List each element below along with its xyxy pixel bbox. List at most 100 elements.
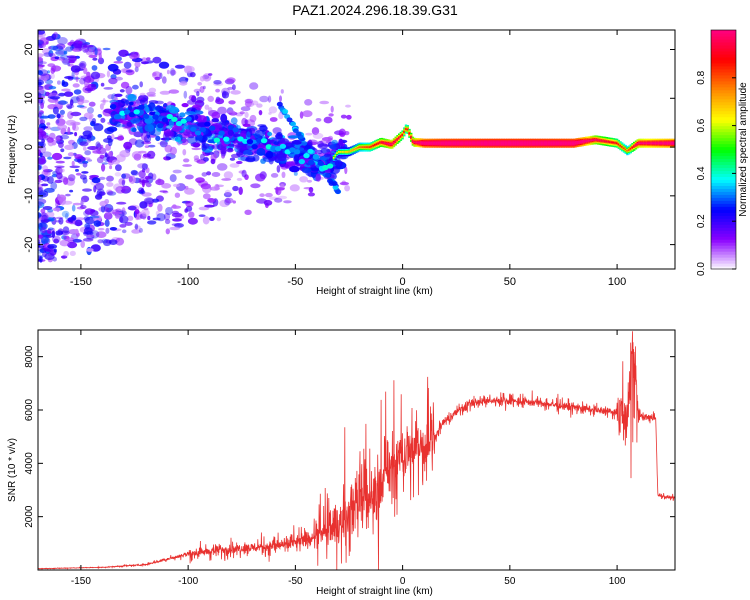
noise-blob xyxy=(121,207,126,216)
cloud-blob xyxy=(236,152,243,156)
noise-blob xyxy=(259,193,265,198)
ridge-segment xyxy=(456,142,459,145)
noise-blob xyxy=(169,68,176,77)
colorbar-step xyxy=(711,47,736,52)
noise-blob xyxy=(114,172,122,177)
noise-blob xyxy=(232,200,236,204)
colorbar-step xyxy=(711,227,736,231)
noise-blob xyxy=(283,200,292,204)
noise-blob xyxy=(70,65,81,73)
ridge-segment xyxy=(518,142,521,145)
noise-blob xyxy=(147,220,157,225)
ridge-segment xyxy=(461,142,464,145)
noise-blob xyxy=(170,205,182,209)
cloud-blob xyxy=(162,103,168,108)
ridge-segment xyxy=(470,142,473,145)
ridge-bead xyxy=(209,125,216,131)
noise-blob xyxy=(188,94,195,101)
x-tick-label: 0 xyxy=(400,576,406,587)
cloud-blob xyxy=(140,131,148,141)
noise-blob xyxy=(82,238,94,242)
noise-blob xyxy=(100,82,105,87)
ridge-segment xyxy=(650,142,653,145)
ridge-segment xyxy=(552,142,555,145)
noise-blob xyxy=(277,195,288,200)
noise-blob xyxy=(133,131,144,138)
x-tick-label: 50 xyxy=(504,276,516,288)
noise-blob xyxy=(330,105,334,113)
ridge-segment xyxy=(545,142,548,145)
noise-blob xyxy=(63,250,69,257)
noise-blob xyxy=(71,160,75,167)
noise-blob xyxy=(69,99,74,106)
ridge-segment xyxy=(643,142,646,145)
ridge-segment xyxy=(627,149,631,151)
noise-blob xyxy=(161,183,172,189)
colorbar-step xyxy=(711,266,736,270)
noise-blob xyxy=(228,100,236,105)
ridge-segment xyxy=(485,142,488,145)
ridge-segment xyxy=(617,143,620,146)
ridge-segment xyxy=(471,142,475,145)
ridge-segment xyxy=(396,138,399,141)
noise-blob xyxy=(95,141,101,148)
noise-blob xyxy=(169,226,181,231)
ridge-segment xyxy=(663,142,667,145)
noise-blob xyxy=(144,175,151,180)
noise-blob xyxy=(87,146,98,150)
noise-blob xyxy=(84,150,92,156)
snr-line xyxy=(38,331,675,570)
noise-blob xyxy=(87,88,92,93)
ridge-bead xyxy=(114,114,122,120)
branch-blob xyxy=(327,178,333,184)
noise-blob xyxy=(216,163,228,171)
noise-blob xyxy=(75,228,79,234)
ridge-segment xyxy=(439,142,442,145)
noise-blob xyxy=(344,166,348,175)
noise-blob xyxy=(58,92,66,97)
noise-blob xyxy=(219,199,230,208)
noise-blob xyxy=(47,156,53,160)
colorbar-step xyxy=(711,212,736,216)
noise-blob xyxy=(38,234,44,239)
noise-blob xyxy=(123,61,132,69)
noise-blob xyxy=(47,208,54,213)
cloud-blob xyxy=(113,120,121,127)
colorbar-step xyxy=(711,68,736,73)
noise-blob xyxy=(42,251,47,257)
noise-blob xyxy=(215,98,225,105)
noise-blob xyxy=(68,63,74,67)
cloud-blob xyxy=(114,93,123,98)
cloud-blob xyxy=(231,133,241,137)
noise-blob xyxy=(207,95,214,102)
colorbar-step xyxy=(711,254,736,258)
noise-blob xyxy=(119,150,131,158)
noise-blob xyxy=(38,222,48,231)
noise-blob xyxy=(121,229,127,234)
noise-blob xyxy=(339,181,349,186)
colorbar-step xyxy=(711,65,736,70)
noise-blob xyxy=(140,61,150,65)
noise-blob xyxy=(249,114,257,123)
ridge-segment xyxy=(494,142,497,145)
noise-blob xyxy=(67,62,71,67)
ridge-segment xyxy=(410,136,413,139)
ridge-segment xyxy=(537,142,540,145)
noise-blob xyxy=(138,170,146,179)
noise-blob xyxy=(48,86,57,90)
noise-blob xyxy=(184,208,188,213)
noise-blob xyxy=(58,141,64,148)
cloud-blob xyxy=(289,165,300,173)
noise-blob xyxy=(38,53,44,58)
ridge-segment xyxy=(408,132,411,135)
noise-blob xyxy=(281,171,286,178)
ridge-bead xyxy=(190,126,197,132)
ridge-segment xyxy=(660,142,663,145)
noise-blob xyxy=(103,239,112,247)
ridge-segment xyxy=(610,141,614,144)
noise-blob xyxy=(82,177,88,184)
ridge-segment xyxy=(337,151,341,153)
noise-blob xyxy=(172,218,182,222)
colorbar-step xyxy=(711,101,736,106)
colorbar-step xyxy=(711,125,736,130)
